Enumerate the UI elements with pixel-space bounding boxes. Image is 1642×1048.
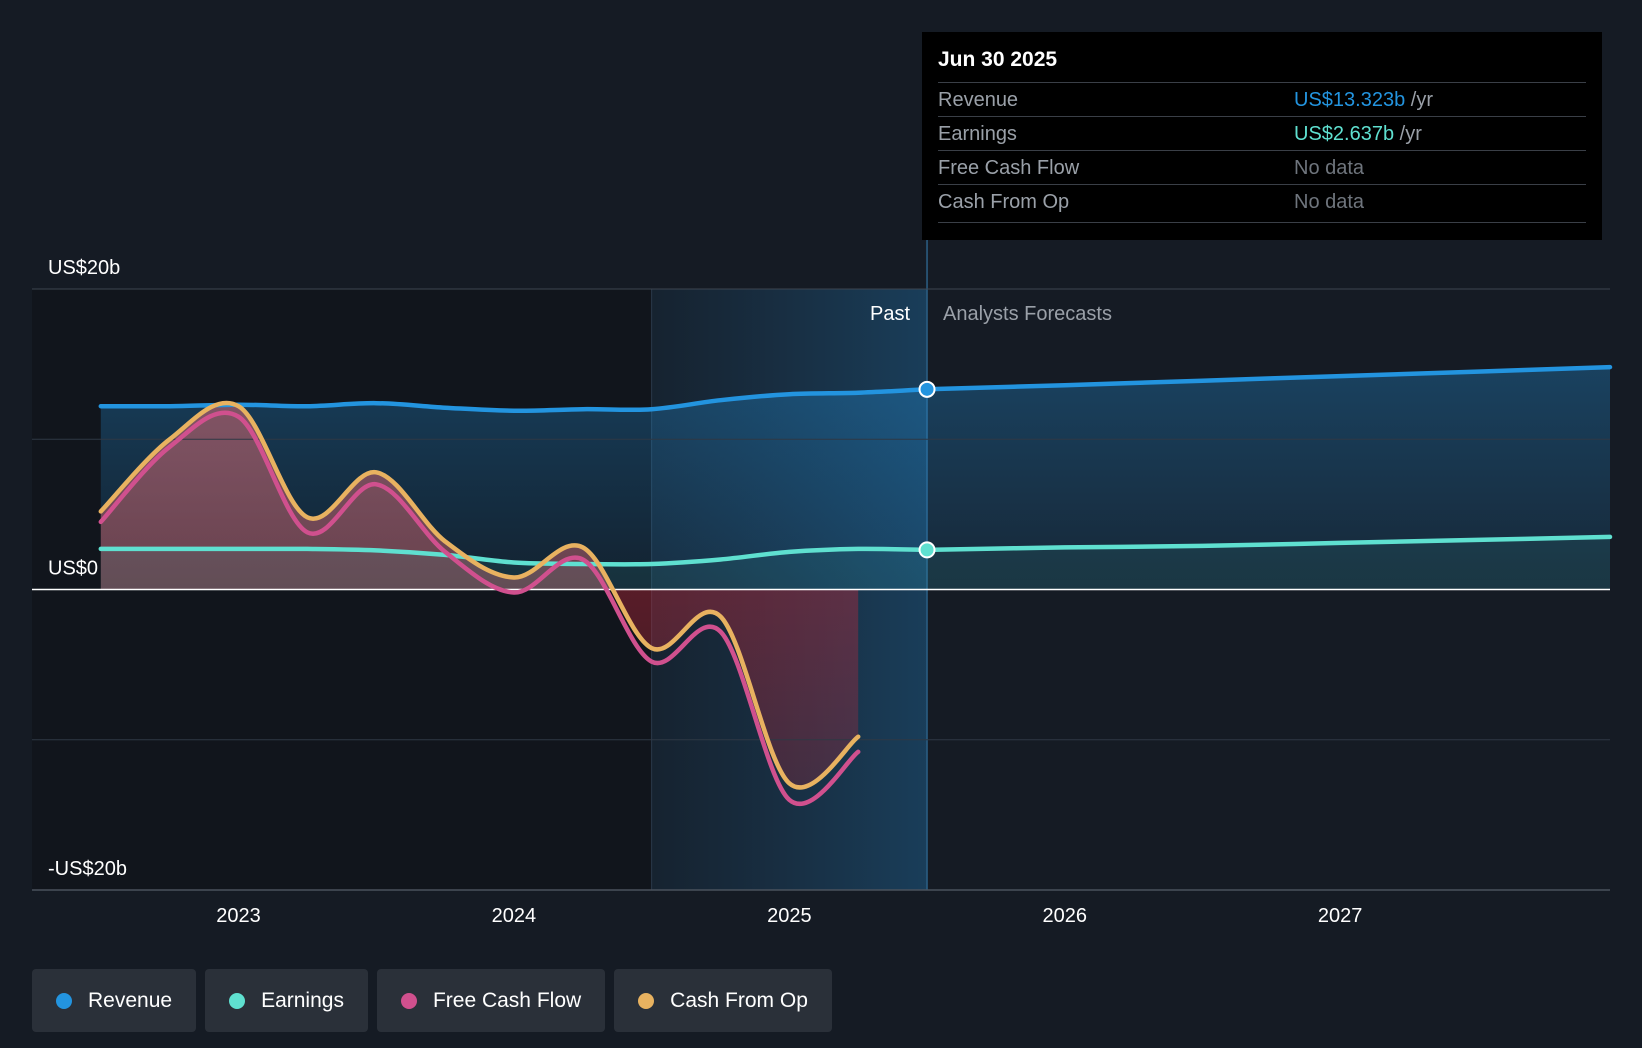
tooltip-row: Earnings US$2.637b /yr — [938, 116, 1586, 151]
tooltip-row-label: Cash From Op — [938, 191, 1070, 213]
tooltip-row-label: Revenue — [938, 89, 1019, 111]
legend-dot-icon — [638, 992, 655, 1009]
legend-label: Earnings — [261, 988, 344, 1012]
tooltip-value-text: No data — [1294, 191, 1365, 213]
tooltip-row-value: No data — [1294, 157, 1364, 180]
y-tick-label: US$20b — [48, 257, 120, 279]
revenue-line-forecast — [924, 364, 1613, 392]
free-cash-flow-line — [98, 410, 861, 806]
legend-item-free-cash-flow[interactable]: Free Cash Flow — [376, 969, 606, 1032]
tooltip-row: Revenue US$13.323b /yr — [938, 82, 1586, 117]
tooltip-row-label: Earnings — [938, 123, 1017, 145]
tooltip-divider — [938, 222, 1586, 223]
legend-label: Revenue — [88, 988, 173, 1012]
forecast-label: Analysts Forecasts — [943, 303, 1112, 325]
x-tick-label: 2025 — [767, 905, 812, 927]
earnings-marker — [918, 541, 936, 559]
tooltip-value-text: US$13.323b — [1294, 89, 1406, 111]
legend-item-cash-from-op[interactable]: Cash From Op — [614, 969, 832, 1032]
cash-flow-negative-area — [100, 589, 859, 788]
earnings-line-past — [98, 546, 930, 567]
tooltip-unit: /yr — [1405, 89, 1433, 111]
past-label: Past — [870, 303, 910, 325]
revenue-marker — [918, 380, 936, 398]
legend-item-earnings[interactable]: Earnings — [205, 969, 368, 1032]
legend-dot-icon — [56, 992, 72, 1009]
legend-label: Free Cash Flow — [432, 988, 582, 1012]
x-tick-label: 2027 — [1318, 905, 1363, 927]
tooltip-row-label: Free Cash Flow — [938, 157, 1080, 179]
legend-item-revenue[interactable]: Revenue — [32, 969, 197, 1032]
legend: Revenue Earnings Free Cash Flow Cash From O… — [32, 969, 832, 1032]
tooltip-unit: /yr — [1394, 123, 1422, 145]
earnings-line-forecast — [924, 534, 1613, 553]
tooltip-row: Free Cash Flow No data — [938, 150, 1586, 185]
cash-from-op-line — [98, 400, 861, 790]
tooltip-row-value: US$13.323b /yr — [1294, 89, 1433, 112]
legend-dot-icon — [229, 992, 246, 1009]
x-tick-label: 2024 — [492, 905, 537, 927]
revenue-area — [100, 367, 1610, 590]
tooltip-row-value: No data — [1294, 191, 1364, 214]
x-tick-label: 2026 — [1042, 905, 1087, 927]
tooltip-value-text: US$2.637b — [1294, 123, 1395, 145]
legend-dot-icon — [400, 992, 417, 1009]
x-tick-label: 2023 — [216, 905, 261, 927]
y-tick-label: US$0 — [48, 558, 98, 580]
cash-flow-positive-area — [100, 402, 859, 590]
legend-label: Cash From Op — [670, 988, 808, 1012]
tooltip-panel: Jun 30 2025 Revenue US$13.323b /yr Earning… — [922, 32, 1602, 240]
tooltip-row-value: US$2.637b /yr — [1294, 123, 1422, 146]
tooltip-value-text: No data — [1294, 157, 1365, 179]
y-tick-label: -US$20b — [48, 858, 127, 880]
tooltip-row: Cash From Op No data — [938, 184, 1586, 219]
tooltip-date: Jun 30 2025 — [938, 48, 1058, 71]
